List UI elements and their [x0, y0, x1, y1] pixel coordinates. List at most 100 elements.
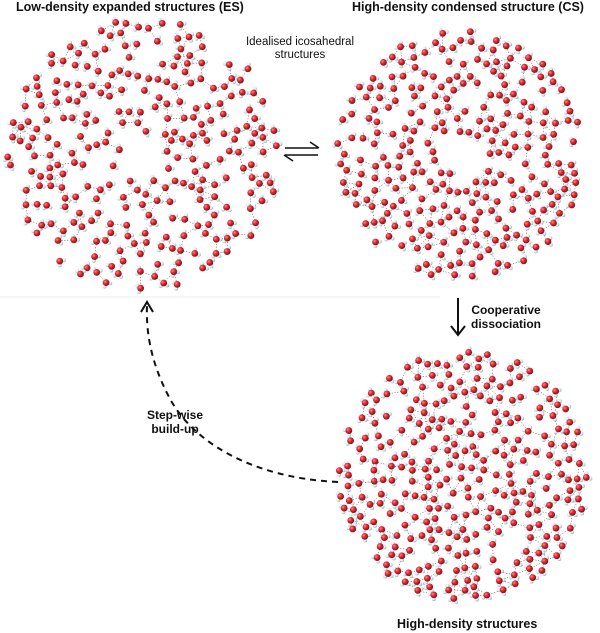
- oxygen-atom: [493, 198, 501, 205]
- hd-water-molecule: [492, 468, 502, 479]
- oxygen-atom: [465, 348, 473, 356]
- oxygen-atom: [94, 67, 102, 75]
- cs-water-molecule: [499, 121, 510, 131]
- hd-water-molecule: [533, 412, 545, 421]
- es-water-molecule: [108, 69, 118, 80]
- es-water-molecule: [135, 283, 145, 295]
- es-water-molecule: [192, 103, 202, 115]
- hd-water-molecule: [552, 387, 562, 398]
- cs-water-molecule: [415, 83, 425, 94]
- hd-water-molecule: [450, 513, 460, 524]
- hd-water-molecule: [342, 471, 353, 481]
- hd-water-molecule: [523, 564, 533, 575]
- cooperative-label-line2: dissociation: [470, 317, 541, 331]
- es-water-molecule: [206, 257, 216, 269]
- es-water-molecule: [19, 101, 29, 113]
- oxygen-atom: [424, 473, 432, 481]
- oxygen-atom: [488, 137, 496, 145]
- oxygen-atom: [459, 213, 467, 221]
- es-water-molecule: [30, 200, 41, 211]
- es-water-molecule: [143, 22, 152, 34]
- oxygen-atom: [203, 137, 211, 144]
- cs-water-molecule: [517, 243, 527, 254]
- hd-water-molecule: [523, 522, 535, 532]
- oxygen-atom: [431, 92, 439, 100]
- oxygen-atom: [97, 89, 105, 97]
- oxygen-atom: [532, 448, 540, 456]
- oxygen-atom: [450, 392, 458, 400]
- hd-water-molecule: [517, 457, 529, 466]
- cs-water-molecule: [561, 96, 571, 107]
- cs-water-molecule: [491, 265, 501, 276]
- oxygen-atom: [398, 58, 405, 66]
- oxygen-atom: [552, 387, 560, 395]
- es-water-molecule: [73, 79, 82, 90]
- hd-water-molecule: [424, 424, 434, 436]
- hd-water-molecule: [406, 464, 417, 474]
- cs-water-molecule: [522, 142, 534, 151]
- es-water-molecule: [56, 257, 66, 268]
- es-water-molecule: [107, 226, 117, 237]
- oxygen-atom: [243, 122, 251, 130]
- hd-water-molecule: [560, 404, 572, 413]
- cs-water-molecule: [457, 36, 467, 47]
- cs-water-molecule: [563, 115, 574, 124]
- cs-water-molecule: [504, 52, 514, 62]
- hd-water-molecule: [495, 577, 506, 587]
- es-water-molecule: [63, 80, 73, 91]
- oxygen-atom: [480, 456, 488, 464]
- hd-water-molecule: [395, 552, 406, 563]
- cs-water-molecule: [459, 59, 469, 70]
- oxygen-atom: [513, 231, 521, 239]
- es-water-molecule: [57, 56, 67, 67]
- oxygen-atom: [399, 142, 407, 149]
- oxygen-atom: [526, 367, 534, 375]
- cs-water-molecule: [339, 150, 351, 160]
- oxygen-atom: [383, 561, 390, 569]
- cs-water-molecule: [377, 215, 386, 227]
- hd-water-molecule: [428, 445, 438, 455]
- hd-water-molecule: [461, 387, 470, 398]
- hd-water-molecule: [481, 591, 492, 600]
- es-water-molecule: [185, 140, 196, 150]
- oxygen-atom: [398, 426, 406, 434]
- hd-water-molecule: [420, 491, 430, 502]
- oxygen-atom: [163, 100, 171, 108]
- hd-water-molecule: [453, 567, 463, 577]
- cs-water-molecule: [544, 236, 553, 247]
- oxygen-atom: [462, 187, 470, 195]
- oxygen-atom: [443, 475, 451, 483]
- oxygen-atom: [391, 499, 399, 507]
- oxygen-atom: [474, 56, 481, 63]
- oxygen-atom: [502, 224, 510, 232]
- oxygen-atom: [145, 211, 153, 219]
- oxygen-atom: [566, 524, 574, 532]
- oxygen-atom: [388, 53, 396, 61]
- hd-water-molecule: [433, 463, 443, 474]
- oxygen-atom: [192, 104, 200, 112]
- es-water-molecule: [210, 250, 222, 259]
- cs-water-molecule: [393, 149, 404, 160]
- oxygen-atom: [93, 141, 101, 149]
- oxygen-atom: [456, 354, 464, 362]
- es-water-molecule: [191, 166, 200, 177]
- cs-water-molecule: [391, 219, 401, 230]
- es-water-molecule: [65, 93, 75, 104]
- hd-water-molecule: [358, 493, 369, 504]
- cs-water-molecule: [357, 168, 367, 179]
- es-water-molecule: [223, 61, 233, 71]
- es-water-molecule: [148, 218, 159, 227]
- es-water-molecule: [7, 119, 17, 129]
- hd-water-molecule: [535, 547, 546, 557]
- oxygen-atom: [108, 71, 116, 79]
- es-water-molecule: [81, 109, 92, 118]
- oxygen-atom: [462, 418, 470, 426]
- hd-water-molecule: [564, 496, 575, 506]
- cs-water-molecule: [504, 177, 515, 187]
- es-water-molecule: [134, 265, 144, 276]
- oxygen-atom: [361, 434, 369, 442]
- oxygen-atom: [546, 501, 553, 509]
- oxygen-atom: [194, 222, 202, 230]
- oxygen-atom: [216, 155, 224, 163]
- es-water-molecule: [57, 227, 67, 238]
